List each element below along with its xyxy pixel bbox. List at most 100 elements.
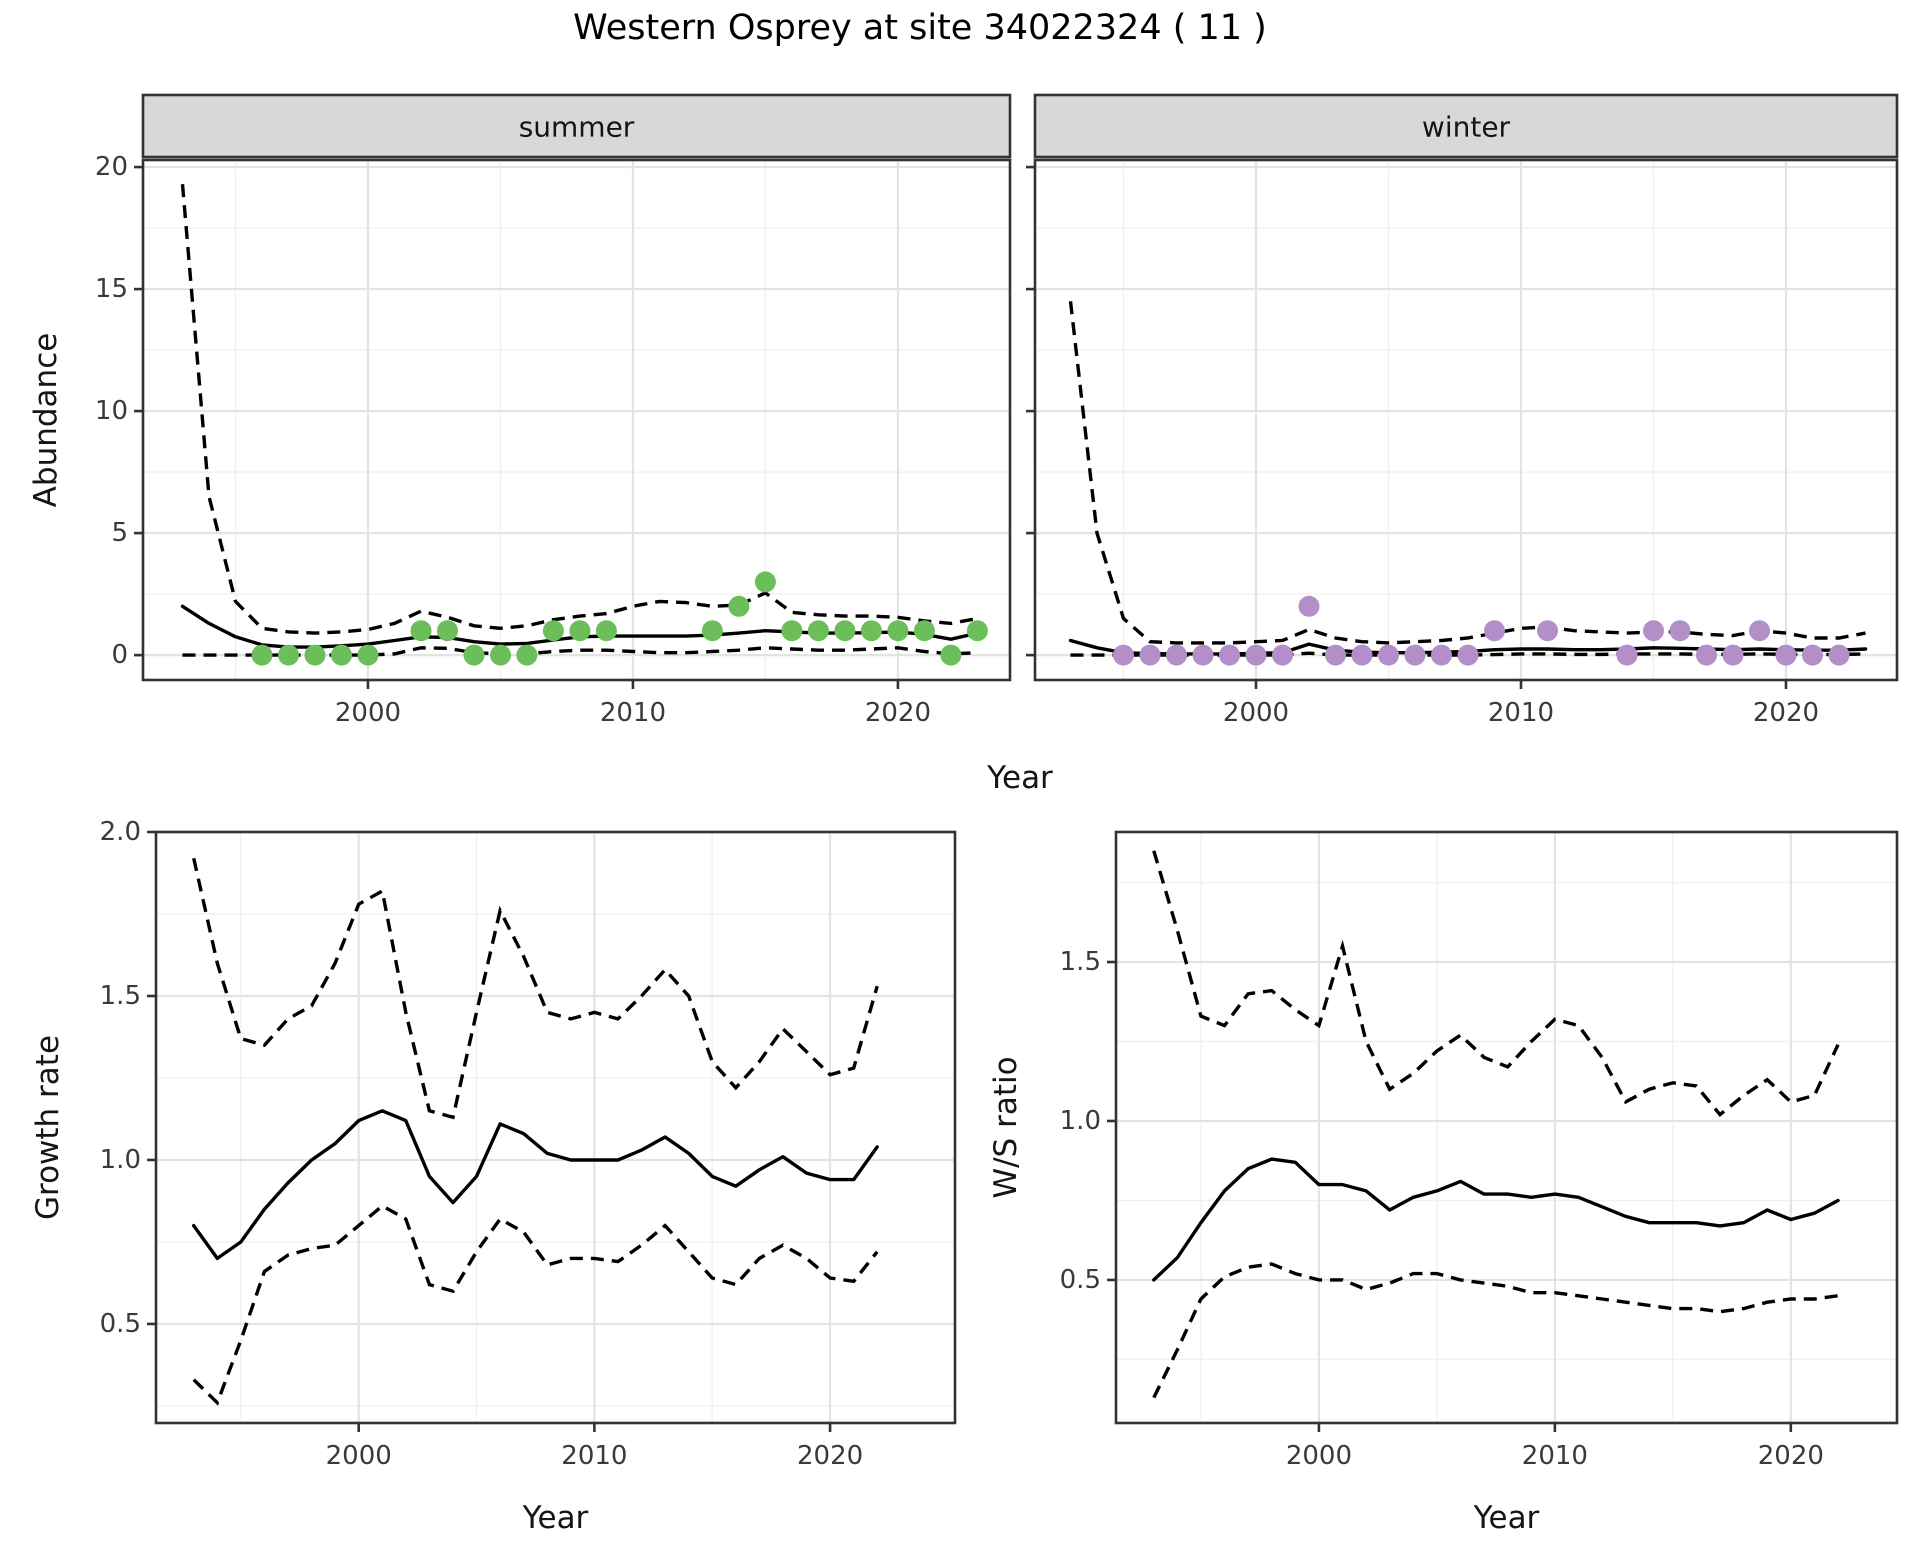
- data-point: [1325, 644, 1346, 666]
- x-tick-label: 2010: [1522, 1441, 1588, 1471]
- panel-border: [1114, 830, 1899, 1425]
- panel-background: [1116, 832, 1897, 1423]
- y-tick-label: 1.0: [100, 1145, 141, 1175]
- data-point: [1431, 644, 1452, 666]
- data-point: [807, 620, 829, 642]
- y-tick-label: 0: [111, 640, 128, 670]
- data-point: [1245, 644, 1267, 666]
- data-point: [357, 644, 379, 666]
- panel-background: [156, 832, 955, 1423]
- x-tick-label: 2010: [600, 698, 666, 728]
- ci-line-growth_rate: [192, 1203, 879, 1406]
- x-tick-label: 2000: [335, 698, 401, 728]
- x-tick-label: 2010: [1488, 698, 1554, 728]
- data-point: [463, 644, 485, 666]
- data-point: [940, 644, 962, 666]
- panel-abundance_winter: winter 2000 2010 2020: [1026, 93, 1899, 728]
- data-point: [1298, 595, 1320, 617]
- data-point: [1616, 644, 1638, 666]
- panel-border: [141, 158, 1012, 682]
- x-tick-label: 2020: [1753, 698, 1819, 728]
- data-point: [1537, 620, 1558, 642]
- y-tick-label: 2.0: [100, 817, 141, 847]
- data-point: [834, 620, 856, 642]
- facet-strip: [1033, 93, 1899, 159]
- data-point: [1351, 644, 1373, 666]
- facet-strip-label: summer: [519, 111, 635, 144]
- data-point: [887, 620, 909, 642]
- data-point: [701, 620, 723, 642]
- data-point: [516, 644, 538, 666]
- x-tick-label: 2000: [1286, 1441, 1352, 1471]
- ci-line-ws_ratio: [1152, 1262, 1839, 1399]
- x-axis-title-year-bottom-left: Year: [522, 1500, 589, 1536]
- data-point: [1828, 644, 1850, 666]
- data-point: [331, 644, 352, 666]
- data-point: [1219, 644, 1240, 666]
- facet-strip: [141, 93, 1012, 159]
- data-point: [1457, 644, 1479, 666]
- panel-border: [1033, 158, 1899, 682]
- data-point: [1722, 644, 1744, 666]
- data-point: [966, 620, 988, 642]
- y-tick-label: 0.5: [100, 1309, 141, 1339]
- y-tick-label: 0.5: [1060, 1265, 1101, 1295]
- x-axis-title-year-bottom-right: Year: [1473, 1500, 1540, 1536]
- data-point: [490, 644, 511, 666]
- data-point: [1404, 644, 1426, 666]
- y-tick-label: 1.5: [100, 981, 141, 1011]
- data-point: [1166, 644, 1187, 666]
- chart-title: Western Osprey at site 34022324 ( 11 ): [573, 8, 1267, 48]
- y-tick-label: 20: [95, 152, 128, 182]
- data-point: [595, 620, 617, 642]
- data-point: [1749, 620, 1770, 642]
- panel-background: [143, 160, 1010, 680]
- data-point: [569, 620, 591, 642]
- facet-strip-label: winter: [1422, 111, 1511, 144]
- y-tick-label: 1.5: [1060, 947, 1101, 977]
- x-tick-label: 2000: [1223, 698, 1289, 728]
- panel-growth_rate: 2000 2010 2020 0.5 1.0 1.5 2.0: [100, 817, 957, 1471]
- data-point: [728, 595, 750, 617]
- mean-line-ws_ratio: [1152, 1157, 1840, 1282]
- data-point: [1802, 644, 1823, 666]
- x-tick-label: 2020: [1758, 1441, 1824, 1471]
- x-tick-label: 2010: [561, 1441, 627, 1471]
- observation-points-abundance_winter: [1113, 595, 1850, 666]
- ci-line-abundance_winter: [1068, 301, 1866, 645]
- data-point: [781, 620, 803, 642]
- x-tick-label: 2000: [326, 1441, 392, 1471]
- y-tick-label: 15: [95, 274, 128, 304]
- data-point: [1643, 620, 1664, 642]
- ci-line-abundance_summer: [180, 184, 978, 635]
- data-point: [1272, 644, 1293, 666]
- observation-points-abundance_summer: [251, 571, 988, 666]
- data-point: [913, 620, 935, 642]
- data-point: [304, 644, 326, 666]
- y-axis-title-ws-ratio: W/S ratio: [988, 1056, 1024, 1198]
- data-point: [410, 620, 432, 642]
- x-tick-label: 2020: [865, 698, 931, 728]
- y-axis-title-abundance: Abundance: [28, 333, 64, 508]
- data-point: [1113, 644, 1134, 666]
- y-tick-label: 5: [111, 518, 128, 548]
- data-point: [1775, 644, 1797, 666]
- y-axis-title-growth-rate: Growth rate: [30, 1035, 66, 1220]
- panel-border: [154, 830, 957, 1425]
- data-point: [251, 644, 273, 666]
- data-point: [1378, 644, 1399, 666]
- data-point: [437, 620, 458, 642]
- ci-line-ws_ratio: [1152, 850, 1840, 1117]
- x-axis-title-year-top: Year: [986, 760, 1053, 796]
- mean-line-growth_rate: [191, 1109, 879, 1261]
- data-point: [278, 644, 299, 666]
- data-point: [1669, 620, 1691, 642]
- panel-ws_ratio: 2000 2010 2020 0.5 1.0 1.5: [1060, 830, 1899, 1471]
- data-point: [1696, 644, 1717, 666]
- data-point: [1139, 644, 1161, 666]
- y-tick-label: 1.0: [1060, 1106, 1101, 1136]
- ci-line-growth_rate: [192, 857, 879, 1120]
- data-point: [754, 571, 776, 593]
